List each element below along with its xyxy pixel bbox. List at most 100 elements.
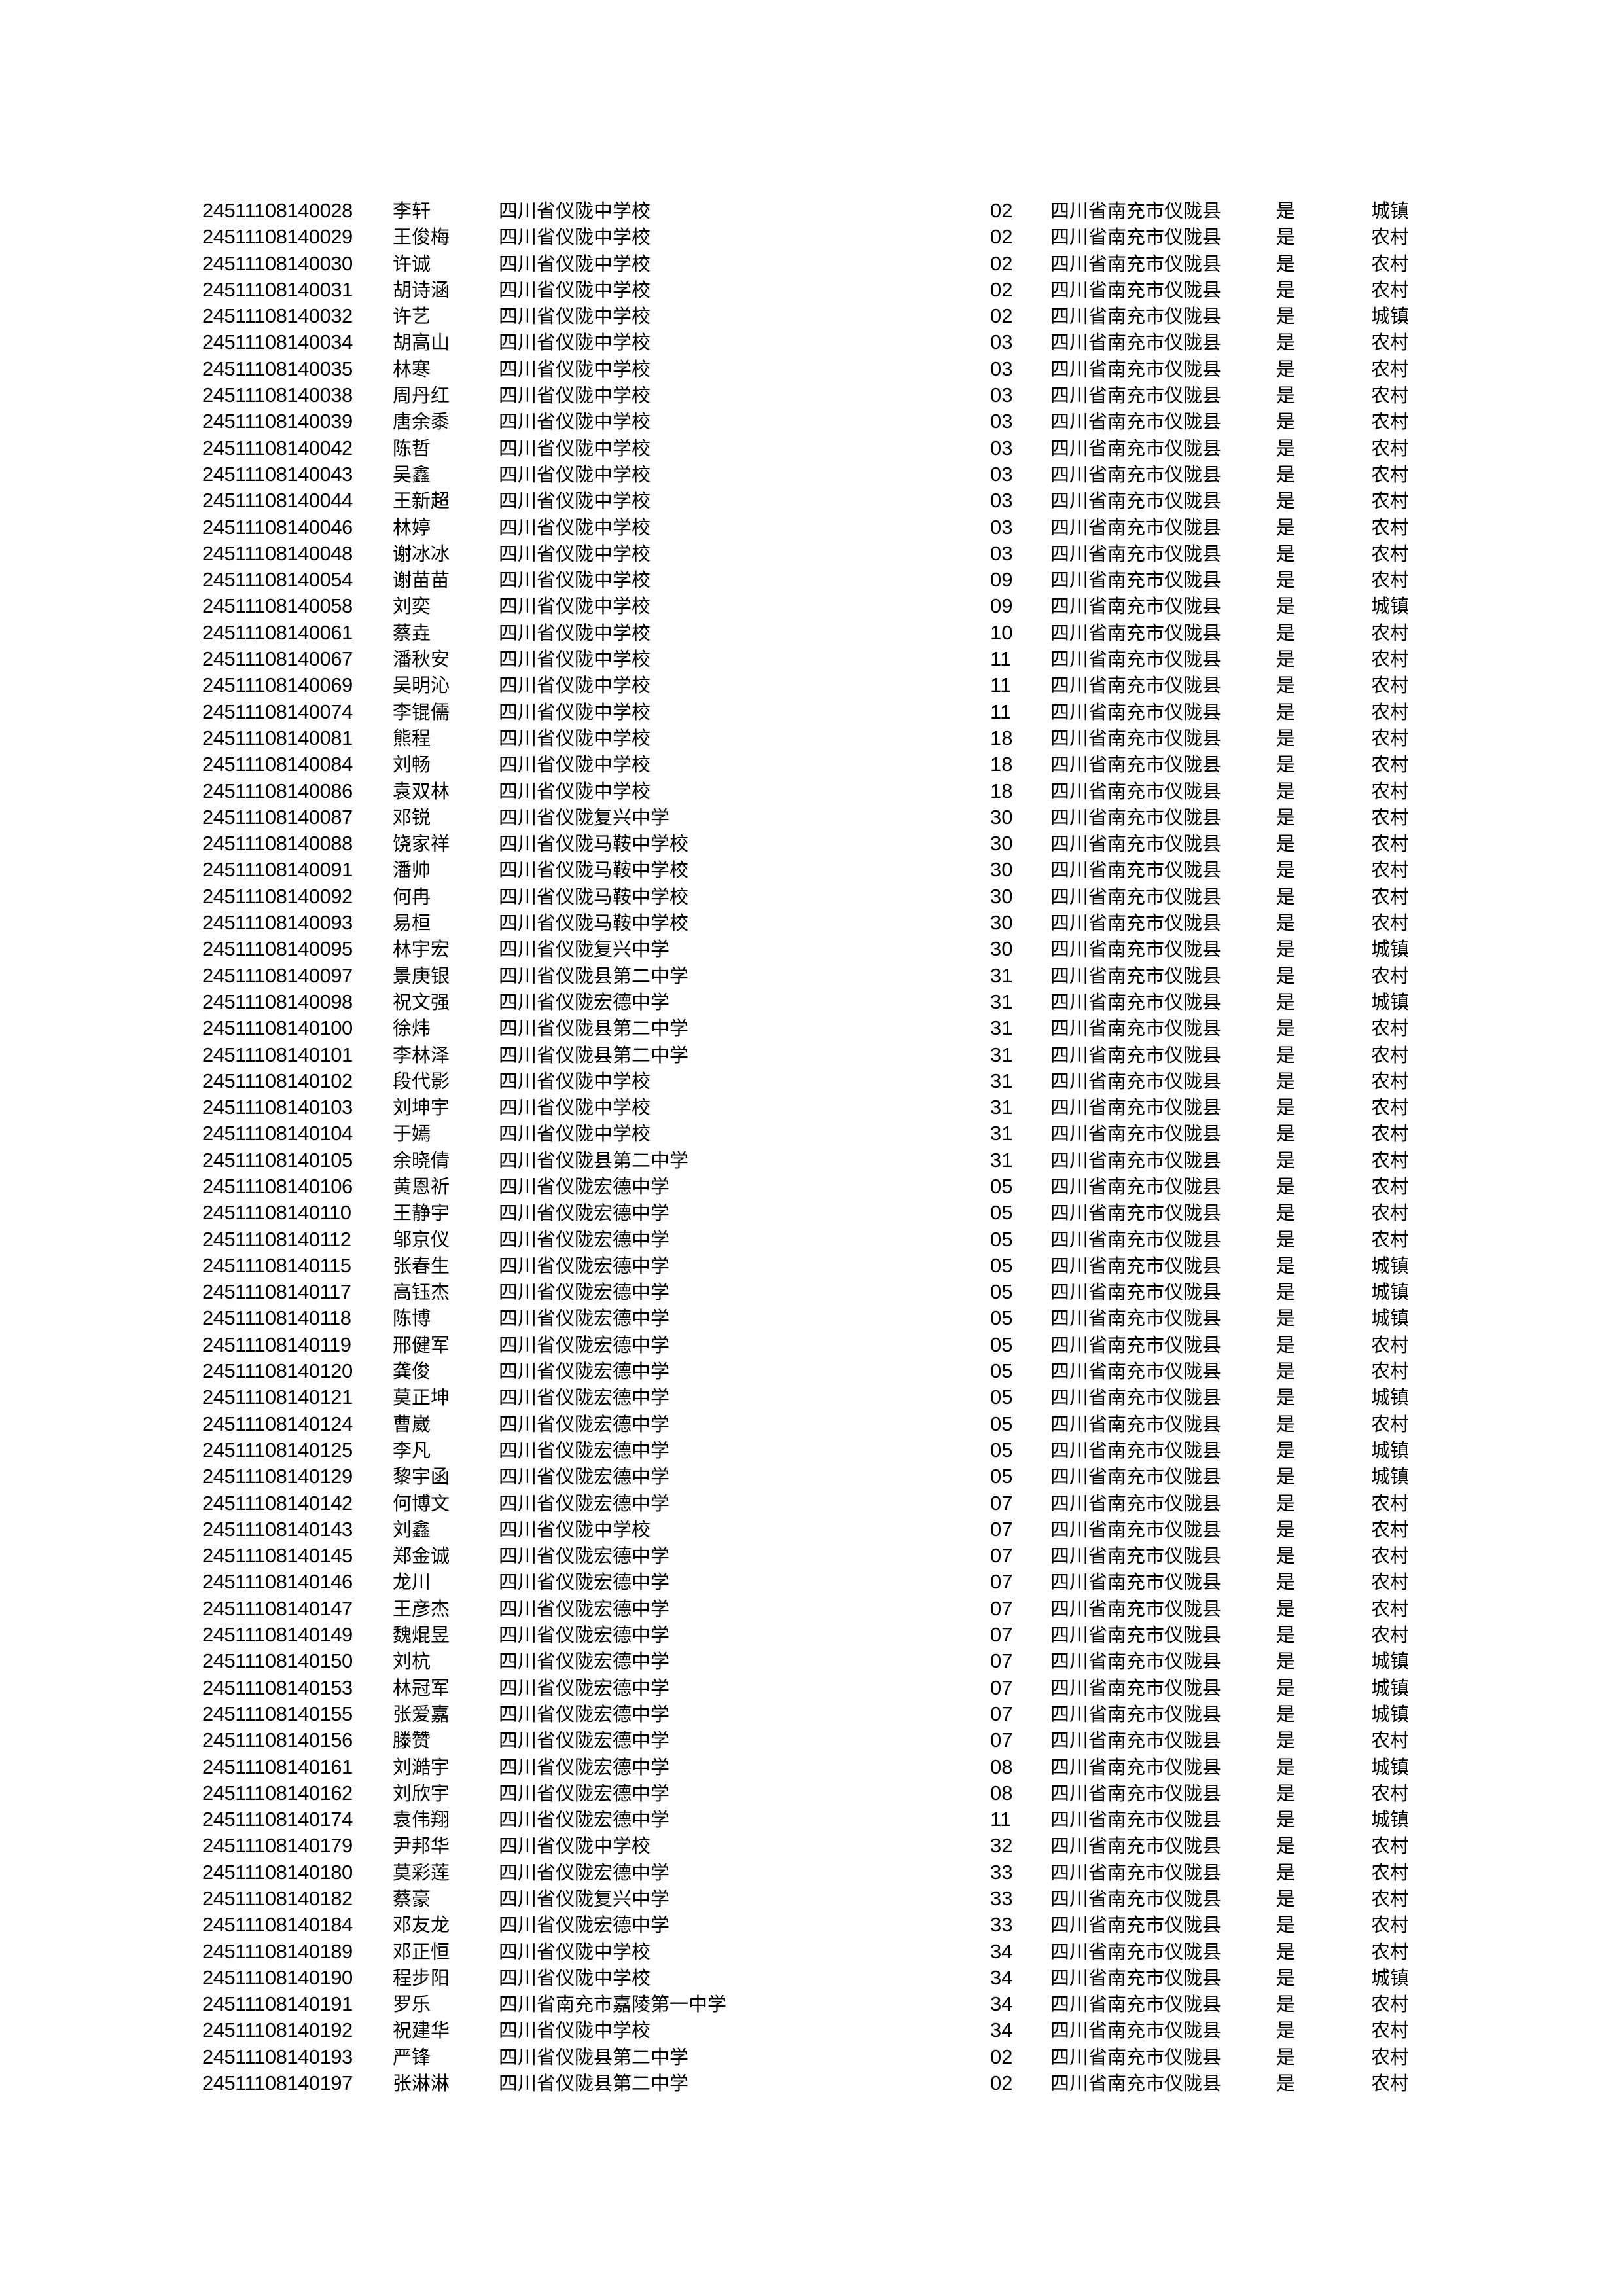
exam-number-cell: 24511108140043 (202, 462, 353, 486)
flag-cell: 是 (1276, 1043, 1296, 1066)
residence-type-cell: 农村 (1371, 1729, 1410, 1752)
code-cell: 05 (990, 1333, 1013, 1356)
flag-cell: 是 (1276, 1412, 1296, 1435)
school-cell: 四川省仪陇中学校 (499, 278, 651, 301)
school-cell: 四川省仪陇中学校 (499, 753, 651, 776)
code-cell: 11 (990, 647, 1012, 671)
student-list-table: 24511108140028 李轩 四川省仪陇中学校 02 四川省南充市仪陇县是城镇 24… (0, 198, 1623, 2096)
exam-number-cell: 24511108140069 (202, 673, 353, 697)
code-cell: 31 (990, 963, 1013, 987)
flag-cell: 是 (1276, 1545, 1296, 1568)
school-cell: 四川省南充市嘉陵第一中学 (499, 1993, 727, 2016)
exam-number-cell: 24511108140088 (202, 832, 353, 855)
flag-cell: 是 (1276, 226, 1296, 249)
flag-cell: 是 (1276, 912, 1296, 935)
school-cell: 四川省仪陇中学校 (499, 252, 651, 275)
residence-type-cell: 农村 (1371, 463, 1410, 486)
table-row: 24511108140117 高钰杰 四川省仪陇宏德中学 05 四川省南充市仪陇县 是 城镇 (0, 1279, 1623, 1305)
school-cell: 四川省仪陇宏德中学 (499, 1307, 670, 1330)
student-name-cell: 王俊梅 (393, 226, 450, 249)
residence-type-cell: 城镇 (1371, 1254, 1410, 1277)
residence-type-cell: 农村 (1371, 252, 1410, 275)
table-row: 24511108140156 滕赞 四川省仪陇宏德中学 07 四川省南充市仪陇县 是 农村 (0, 1727, 1623, 1753)
student-name-cell: 何博文 (393, 1492, 450, 1515)
residence-type-cell: 农村 (1371, 226, 1410, 249)
table-row: 24511108140120 龚俊 四川省仪陇宏德中学 05 四川省南充市仪陇县 是 农村 (0, 1358, 1623, 1384)
code-cell: 31 (990, 990, 1013, 1013)
region-cell: 四川省南充市仪陇县 (1050, 1175, 1222, 1198)
school-cell: 四川省仪陇马鞍中学校 (499, 833, 689, 855)
student-name-cell: 郑金诚 (393, 1545, 450, 1568)
student-name-cell: 曹崴 (393, 1412, 431, 1435)
region-cell: 四川省南充市仪陇县 (1050, 1228, 1222, 1251)
school-cell: 四川省仪陇中学校 (499, 437, 651, 459)
student-name-cell: 许艺 (393, 305, 431, 328)
code-cell: 08 (990, 1755, 1013, 1778)
exam-number-cell: 24511108140147 (202, 1596, 353, 1620)
code-cell: 07 (990, 1729, 1013, 1752)
table-row: 24511108140162 刘欣宇 四川省仪陇宏德中学 08 四川省南充市仪陇县 是 农村 (0, 1780, 1623, 1806)
region-cell: 四川省南充市仪陇县 (1050, 1149, 1222, 1172)
code-cell: 33 (990, 1913, 1013, 1937)
residence-type-cell: 农村 (1371, 964, 1410, 987)
region-cell: 四川省南充市仪陇县 (1050, 1966, 1222, 1989)
student-name-cell: 林冠军 (393, 1676, 450, 1699)
residence-type-cell: 农村 (1371, 2019, 1410, 2042)
table-row: 24511108140061 蔡垚 四川省仪陇中学校 10 四川省南充市仪陇县 是 农村 (0, 620, 1623, 646)
flag-cell: 是 (1276, 859, 1296, 882)
exam-number-cell: 24511108140120 (202, 1359, 353, 1383)
region-cell: 四川省南充市仪陇县 (1050, 542, 1222, 565)
code-cell: 07 (990, 1676, 1013, 1699)
code-cell: 02 (990, 2072, 1013, 2095)
student-name-cell: 莫正坤 (393, 1386, 450, 1409)
residence-type-cell: 农村 (1371, 1782, 1410, 1804)
flag-cell: 是 (1276, 569, 1296, 592)
flag-cell: 是 (1276, 1122, 1296, 1145)
region-cell: 四川省南充市仪陇县 (1050, 490, 1222, 512)
student-name-cell: 张淋淋 (393, 2072, 450, 2095)
exam-number-cell: 24511108140103 (202, 1096, 353, 1119)
flag-cell: 是 (1276, 1254, 1296, 1277)
table-row: 24511108140084 刘畅 四川省仪陇中学校 18 四川省南充市仪陇县 是 农村 (0, 751, 1623, 778)
flag-cell: 是 (1276, 1861, 1296, 1884)
table-row: 24511108140153 林冠军 四川省仪陇宏德中学 07 四川省南充市仪陇县 是 城镇 (0, 1675, 1623, 1701)
school-cell: 四川省仪陇宏德中学 (499, 1175, 670, 1198)
region-cell: 四川省南充市仪陇县 (1050, 1307, 1222, 1330)
flag-cell: 是 (1276, 1729, 1296, 1752)
exam-number-cell: 24511108140161 (202, 1755, 353, 1778)
student-name-cell: 吴鑫 (393, 463, 431, 486)
school-cell: 四川省仪陇县第二中学 (499, 2072, 689, 2095)
student-name-cell: 熊程 (393, 726, 431, 749)
code-cell: 02 (990, 2045, 1013, 2068)
residence-type-cell: 城镇 (1371, 938, 1410, 961)
flag-cell: 是 (1276, 1017, 1296, 1040)
table-row: 24511108140074 李锟儒 四川省仪陇中学校 11 四川省南充市仪陇县 是 农村 (0, 699, 1623, 725)
school-cell: 四川省仪陇宏德中学 (499, 1228, 670, 1251)
code-cell: 07 (990, 1623, 1013, 1647)
code-cell: 07 (990, 1544, 1013, 1568)
school-cell: 四川省仪陇中学校 (499, 516, 651, 539)
exam-number-cell: 24511108140067 (202, 647, 353, 671)
region-cell: 四川省南充市仪陇县 (1050, 1545, 1222, 1568)
school-cell: 四川省仪陇县第二中学 (499, 1017, 689, 1040)
exam-number-cell: 24511108140101 (202, 1043, 353, 1066)
region-cell: 四川省南充市仪陇县 (1050, 1360, 1222, 1383)
flag-cell: 是 (1276, 1307, 1296, 1330)
region-cell: 四川省南充市仪陇县 (1050, 252, 1222, 275)
code-cell: 34 (990, 1992, 1013, 2016)
exam-number-cell: 24511108140092 (202, 884, 353, 908)
student-name-cell: 王彦杰 (393, 1597, 450, 1620)
exam-number-cell: 24511108140061 (202, 620, 353, 644)
flag-cell: 是 (1276, 595, 1296, 618)
residence-type-cell: 农村 (1371, 1228, 1410, 1251)
region-cell: 四川省南充市仪陇县 (1050, 859, 1222, 882)
student-name-cell: 刘畅 (393, 753, 431, 776)
student-name-cell: 邓友龙 (393, 1914, 450, 1937)
exam-number-cell: 24511108140124 (202, 1412, 353, 1435)
residence-type-cell: 城镇 (1371, 305, 1410, 328)
table-row: 24511108140115 张春生 四川省仪陇宏德中学 05 四川省南充市仪陇县 是 城镇 (0, 1253, 1623, 1279)
region-cell: 四川省南充市仪陇县 (1050, 700, 1222, 723)
code-cell: 11 (990, 673, 1012, 697)
code-cell: 07 (990, 1596, 1013, 1620)
school-cell: 四川省仪陇中学校 (499, 1122, 651, 1145)
